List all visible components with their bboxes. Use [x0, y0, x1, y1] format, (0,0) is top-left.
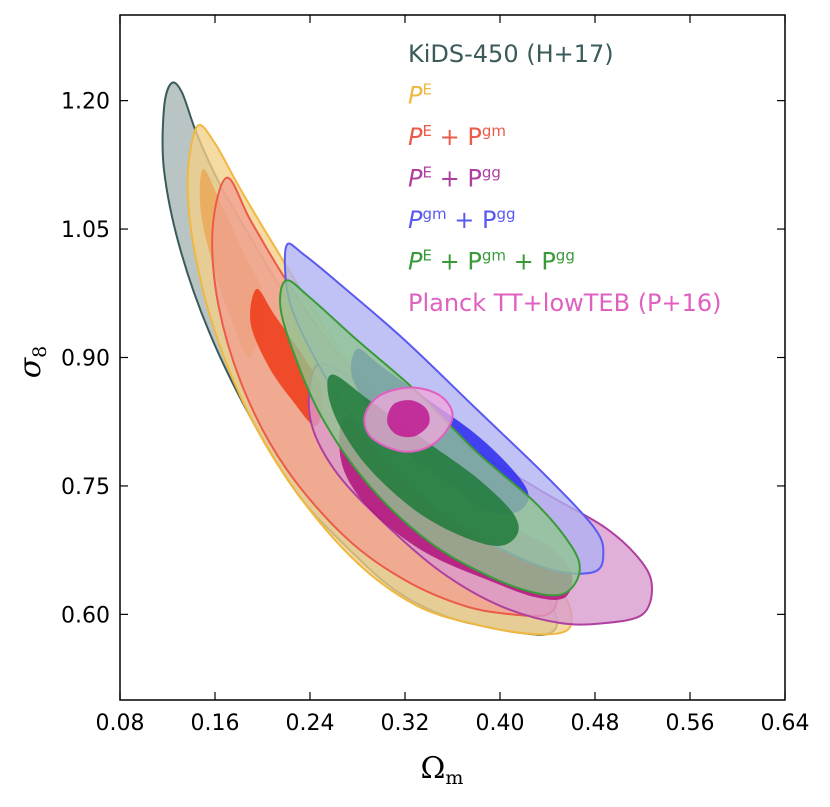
legend-text-part: + P: [432, 248, 482, 276]
legend-entry-p-e-p-gm-p-gg: PE + Pgm + Pgg: [408, 247, 575, 276]
x-axis-label-main: Ω: [421, 751, 446, 786]
svg-text:σ8: σ8: [13, 346, 51, 379]
legend-entry-p-e-p-gm: PE + Pgm: [408, 122, 506, 151]
legend-text-part: KiDS-450 (H+17): [408, 40, 614, 68]
legend-text-part: E: [422, 122, 431, 140]
legend-text-part: P: [408, 206, 423, 234]
legend-text-part: P: [408, 123, 423, 151]
legend-text-part: E: [422, 164, 431, 182]
x-tick-label: 0.64: [761, 711, 810, 736]
legend-text-part: gg: [556, 247, 575, 265]
legend-entry-p-e-p-gg: PE + Pgg: [408, 164, 501, 193]
x-axis-label: Ωm: [421, 751, 464, 789]
legend-text-part: P: [408, 248, 423, 276]
legend-text-part: E: [422, 247, 431, 265]
y-tick-label: 0.75: [61, 475, 110, 500]
legend-text-part: gg: [482, 164, 501, 182]
legend-text-part: + P: [432, 165, 482, 193]
x-tick-label: 0.32: [381, 711, 430, 736]
y-axis-label-sub: 8: [29, 346, 51, 358]
x-tick-label: 0.40: [476, 711, 525, 736]
legend-text-part: gm: [482, 247, 506, 265]
y-tick-label: 1.05: [61, 218, 110, 243]
legend-entry-p-gm-p-gg: Pgm + Pgg: [408, 205, 516, 234]
x-tick-label: 0.08: [96, 711, 145, 736]
y-axis-label: σ8: [13, 346, 51, 379]
y-axis-label-main: σ: [13, 356, 48, 378]
legend-text-part: Planck TT+lowTEB (P+16): [408, 289, 722, 317]
contour-68-planck-tt-lowteb-p-16: [387, 400, 430, 438]
legend-text-part: gg: [496, 205, 515, 223]
y-tick-label: 0.60: [61, 603, 110, 628]
x-tick-label: 0.48: [571, 711, 620, 736]
contour-68-p-e-p-gm: [250, 288, 323, 427]
legend-text-part: gm: [482, 122, 506, 140]
contour-layer: [161, 81, 654, 636]
x-axis-ticks: 0.08 0.16 0.24 0.32 0.40 0.48 0.56 0.64: [96, 15, 810, 736]
y-tick-label: 1.20: [61, 90, 110, 115]
legend-text-part: + P: [506, 248, 556, 276]
legend-entry-kids-450-h-17: KiDS-450 (H+17): [408, 40, 614, 68]
x-tick-label: 0.56: [666, 711, 715, 736]
legend-text-part: E: [422, 81, 431, 99]
x-tick-label: 0.24: [286, 711, 335, 736]
legend-text-part: P: [408, 165, 423, 193]
y-axis-ticks: 0.60 0.75 0.90 1.05 1.20: [61, 90, 785, 628]
x-tick-label: 0.16: [191, 711, 240, 736]
legend-text-part: + P: [432, 123, 482, 151]
contour-planck-tt-lowteb-p-16: [363, 386, 454, 453]
legend-text-part: + P: [447, 206, 497, 234]
legend-text-part: gm: [422, 205, 446, 223]
x-axis-label-sub: m: [445, 767, 463, 789]
legend-entry-planck-tt-lowteb-p-16: Planck TT+lowTEB (P+16): [408, 289, 722, 317]
legend-entry-p-e: PE: [408, 81, 432, 110]
y-tick-label: 0.90: [61, 347, 110, 372]
legend-text-part: P: [408, 82, 423, 110]
